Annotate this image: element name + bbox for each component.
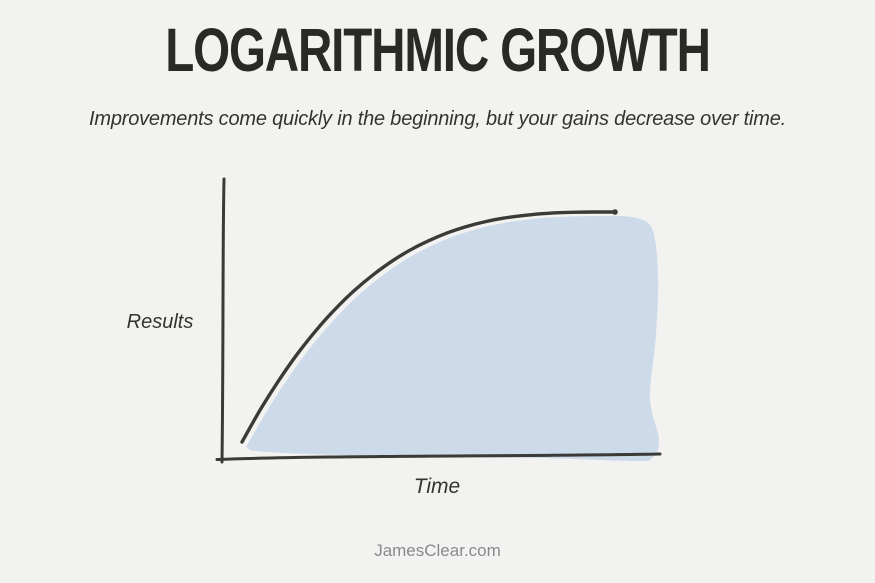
page-title: LOGARITHMIC GROWTH (165, 16, 711, 84)
x-axis-line (215, 452, 662, 461)
y-axis-line (220, 177, 226, 464)
curve-end-dot (612, 209, 618, 215)
area-fill (246, 215, 660, 462)
footer-watermark: JamesClear.com (374, 541, 501, 560)
curve-line (240, 210, 617, 444)
y-axis-label: Results (126, 311, 194, 333)
page-subtitle: Improvements come quickly in the beginni… (89, 108, 786, 130)
x-axis-label: Time (413, 475, 461, 498)
